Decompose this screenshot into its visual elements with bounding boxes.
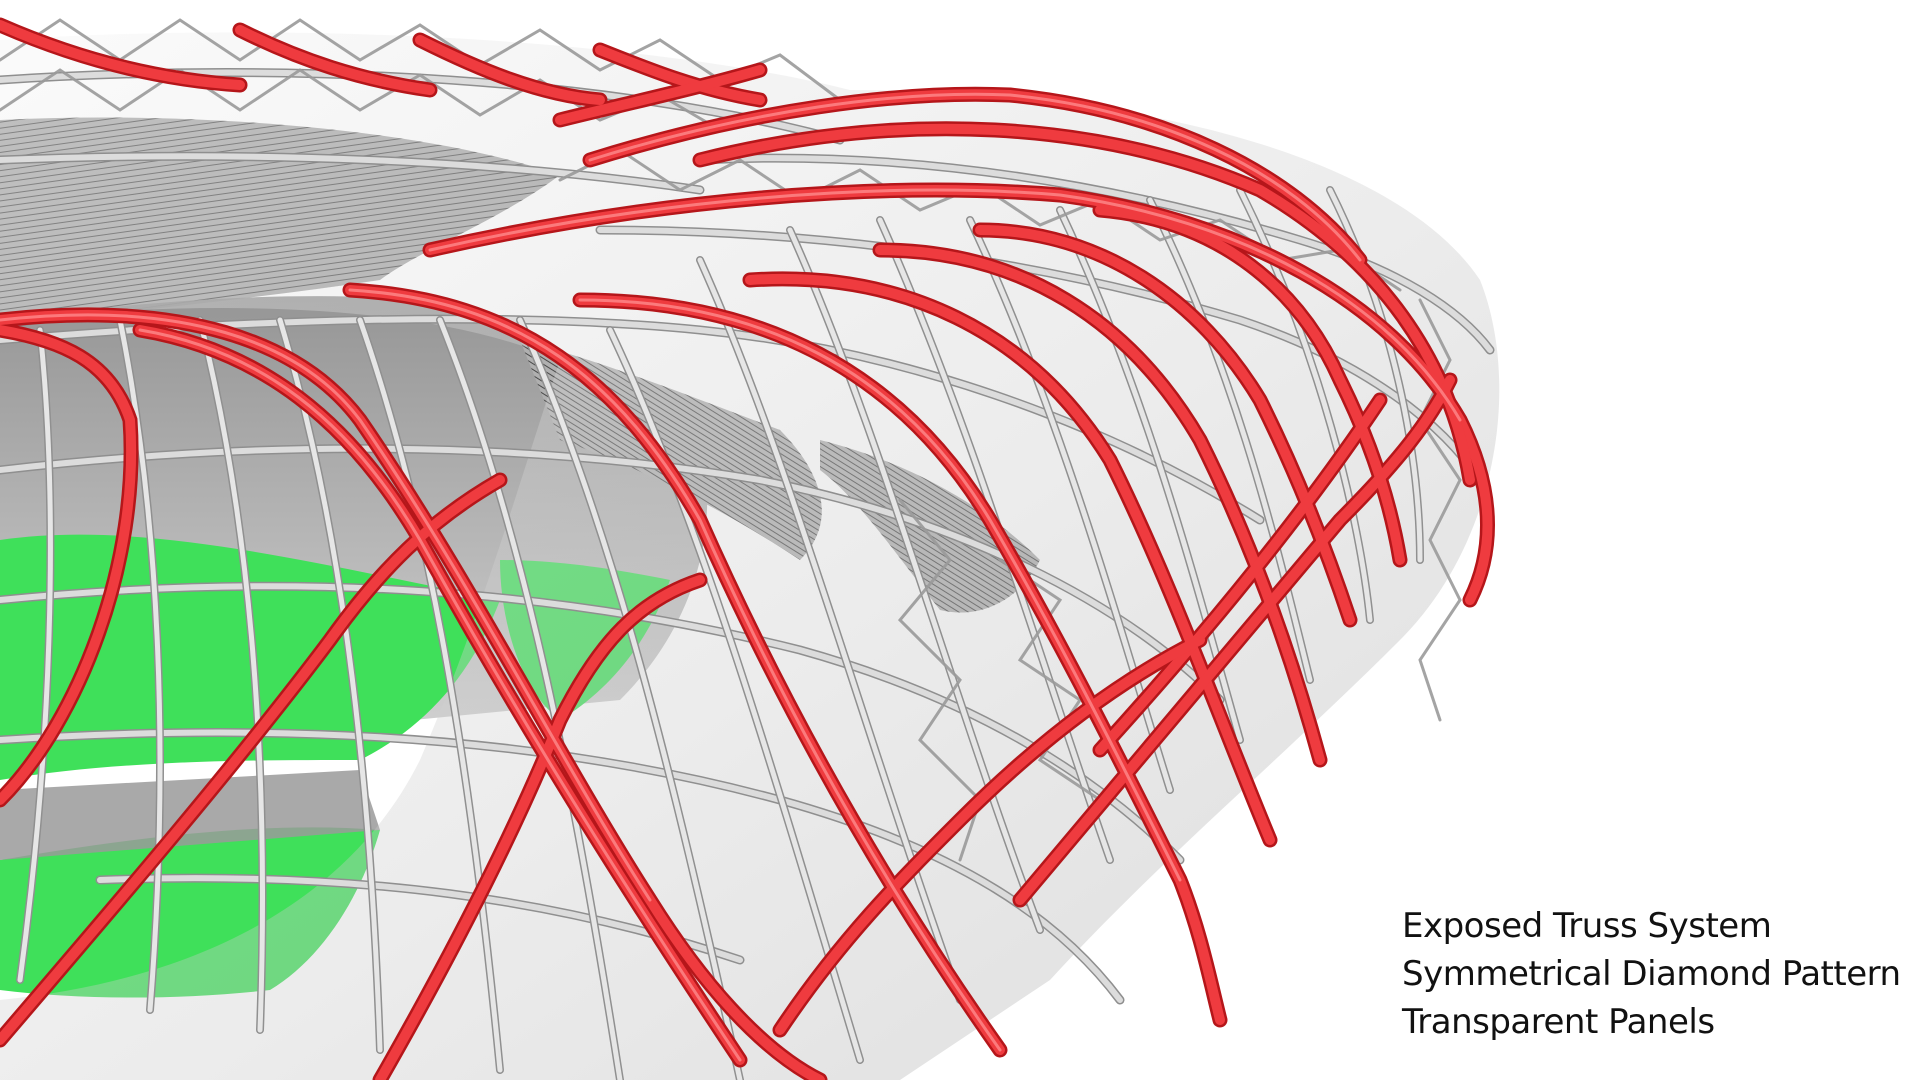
caption-transparent-panels: Transparent Panels	[1402, 1002, 1715, 1042]
caption-list: Exposed Truss System Symmetrical Diamond…	[1402, 902, 1901, 1046]
primary-ribs	[0, 17, 1495, 1080]
caption-exposed-truss-system: Exposed Truss System	[1402, 906, 1772, 946]
caption-symmetrical-diamond-pattern: Symmetrical Diamond Pattern	[1402, 954, 1901, 994]
